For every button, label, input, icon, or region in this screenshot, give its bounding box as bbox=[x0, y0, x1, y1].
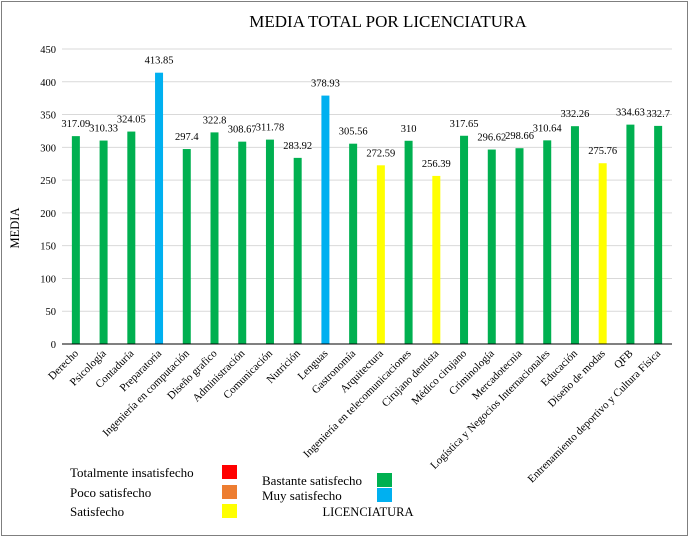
x-tick-label: QFB bbox=[612, 348, 636, 372]
bar bbox=[155, 72, 164, 344]
legend-swatch bbox=[222, 465, 237, 479]
data-label: 332.26 bbox=[561, 109, 590, 120]
data-label: 297.4 bbox=[175, 132, 199, 143]
legend-swatch bbox=[222, 485, 237, 499]
bar bbox=[127, 131, 136, 344]
legend-swatch bbox=[377, 473, 392, 487]
bar bbox=[71, 136, 80, 344]
bar bbox=[654, 125, 663, 344]
legend-swatch bbox=[222, 504, 237, 518]
data-label: 283.92 bbox=[283, 141, 312, 152]
bar bbox=[515, 148, 524, 344]
y-tick-label: 450 bbox=[40, 45, 56, 56]
bar bbox=[99, 140, 108, 344]
data-label: 275.76 bbox=[588, 146, 617, 157]
y-tick-label: 100 bbox=[40, 274, 56, 285]
bar bbox=[265, 139, 274, 344]
data-label: 334.63 bbox=[616, 108, 645, 119]
y-tick-label: 200 bbox=[40, 209, 56, 220]
data-label: 298.66 bbox=[505, 131, 534, 142]
bar bbox=[487, 149, 496, 344]
data-label: 296.62 bbox=[477, 133, 506, 144]
data-label: 256.39 bbox=[422, 159, 451, 170]
bar bbox=[570, 126, 579, 344]
y-tick-label: 400 bbox=[40, 78, 56, 89]
chart-title: MEDIA TOTAL POR LICENCIATURA bbox=[249, 12, 527, 31]
gridlines bbox=[62, 48, 672, 312]
legend-label: Poco satisfecho bbox=[70, 485, 151, 500]
data-label: 413.85 bbox=[145, 56, 174, 67]
y-tick-label: 350 bbox=[40, 111, 56, 122]
data-label: 272.59 bbox=[366, 148, 395, 159]
legend-label: Totalmente insatisfecho bbox=[70, 465, 194, 480]
data-label: 324.05 bbox=[117, 115, 146, 126]
data-label: 322.8 bbox=[203, 115, 227, 126]
bar bbox=[432, 175, 441, 344]
bar bbox=[626, 124, 635, 345]
x-axis-label: LICENCIATURA bbox=[323, 505, 414, 519]
bar bbox=[598, 163, 607, 344]
bar bbox=[238, 141, 247, 344]
data-label: 310.33 bbox=[89, 124, 118, 135]
data-label: 317.65 bbox=[450, 119, 479, 130]
bar bbox=[460, 135, 469, 344]
bars bbox=[71, 72, 663, 345]
legend: Totalmente insatisfecho Poco satisfecho Sa… bbox=[70, 465, 392, 519]
bar bbox=[321, 95, 330, 344]
data-label: 308.67 bbox=[228, 125, 257, 136]
y-axis-ticks: 0 50 100 150 200 250 300 350 400 450 bbox=[40, 45, 56, 351]
bar bbox=[543, 140, 552, 344]
data-label: 317.09 bbox=[61, 119, 90, 130]
data-label: 311.78 bbox=[256, 123, 285, 134]
data-label: 332.7 bbox=[646, 109, 670, 120]
legend-label: Bastante satisfecho bbox=[262, 473, 362, 488]
bar bbox=[293, 157, 302, 344]
bar bbox=[349, 143, 358, 344]
data-label: 378.93 bbox=[311, 79, 340, 90]
legend-label: Satisfecho bbox=[70, 504, 124, 519]
bar bbox=[210, 132, 219, 344]
y-axis-label: MEDIA bbox=[8, 208, 22, 249]
data-label: 310 bbox=[401, 124, 417, 135]
bar bbox=[404, 140, 413, 344]
legend-swatch bbox=[377, 488, 392, 502]
y-tick-label: 300 bbox=[40, 143, 56, 154]
bar bbox=[376, 165, 385, 344]
y-tick-label: 150 bbox=[40, 242, 56, 253]
data-label: 310.64 bbox=[533, 123, 563, 134]
y-tick-label: 50 bbox=[46, 307, 57, 318]
legend-label: Muy satisfecho bbox=[262, 488, 342, 503]
y-tick-label: 250 bbox=[40, 176, 56, 187]
bar bbox=[182, 149, 191, 344]
data-label: 305.56 bbox=[339, 127, 368, 138]
y-tick-label: 0 bbox=[51, 340, 56, 351]
